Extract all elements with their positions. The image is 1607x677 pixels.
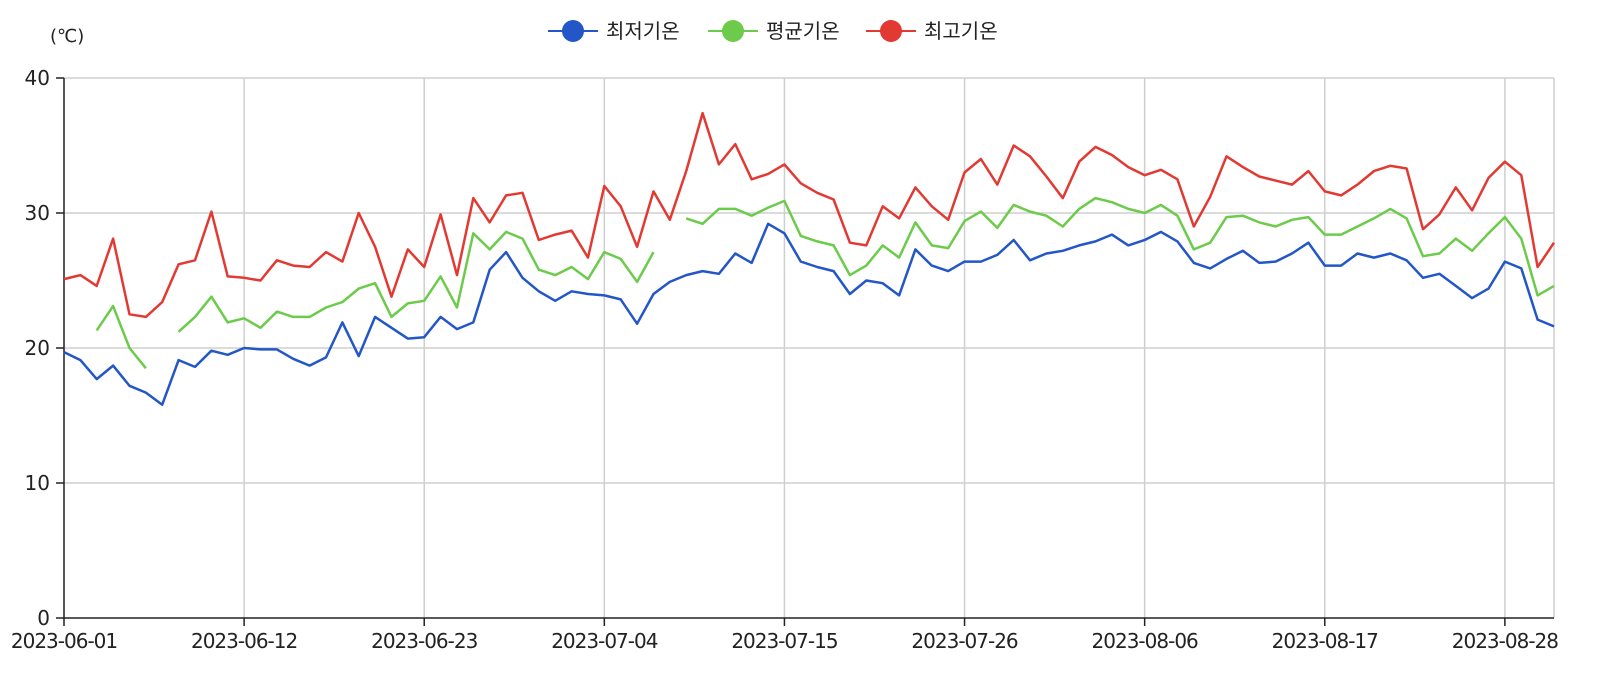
legend: 최저기온 평균기온 최고기온 xyxy=(548,19,998,43)
legend-marker xyxy=(722,20,744,42)
y-axis-ticks: 0 10 20 30 40 xyxy=(25,66,64,630)
y-tick-label: 10 xyxy=(25,471,50,495)
x-tick-label: 2023-08-06 xyxy=(1092,629,1199,653)
x-tick-label: 2023-08-28 xyxy=(1452,629,1559,653)
legend-item-0: 최저기온 xyxy=(548,19,680,43)
series-line-2 xyxy=(63,111,1556,319)
legend-label: 평균기온 xyxy=(766,19,840,43)
x-tick-label: 2023-06-12 xyxy=(191,629,297,653)
legend-label: 최고기온 xyxy=(924,19,998,43)
legend-label: 최저기온 xyxy=(606,19,680,43)
legend-marker xyxy=(562,20,584,42)
series-line-1 xyxy=(95,196,1555,370)
y-tick-label: 40 xyxy=(25,66,50,90)
x-tick-label: 2023-07-15 xyxy=(731,629,837,653)
x-tick-label: 2023-08-17 xyxy=(1272,629,1379,653)
y-tick-label: 30 xyxy=(25,201,50,225)
series-line-0 xyxy=(63,222,1555,406)
series-lines xyxy=(63,111,1556,406)
x-tick-label: 2023-06-01 xyxy=(11,629,117,653)
legend-item-2: 최고기온 xyxy=(866,19,998,43)
x-tick-label: 2023-07-26 xyxy=(911,629,1018,653)
y-tick-label: 0 xyxy=(37,606,50,630)
legend-item-1: 평균기온 xyxy=(708,19,840,43)
y-tick-label: 20 xyxy=(25,336,50,360)
legend-marker xyxy=(880,20,902,42)
x-tick-label: 2023-07-04 xyxy=(551,629,658,653)
x-axis-ticks: 2023-06-01 2023-06-12 2023-06-23 2023-07-04… xyxy=(11,618,1559,653)
x-tick-label: 2023-06-23 xyxy=(371,629,478,653)
y-axis-unit: (℃) xyxy=(50,26,84,47)
grid-lines xyxy=(64,77,1555,618)
